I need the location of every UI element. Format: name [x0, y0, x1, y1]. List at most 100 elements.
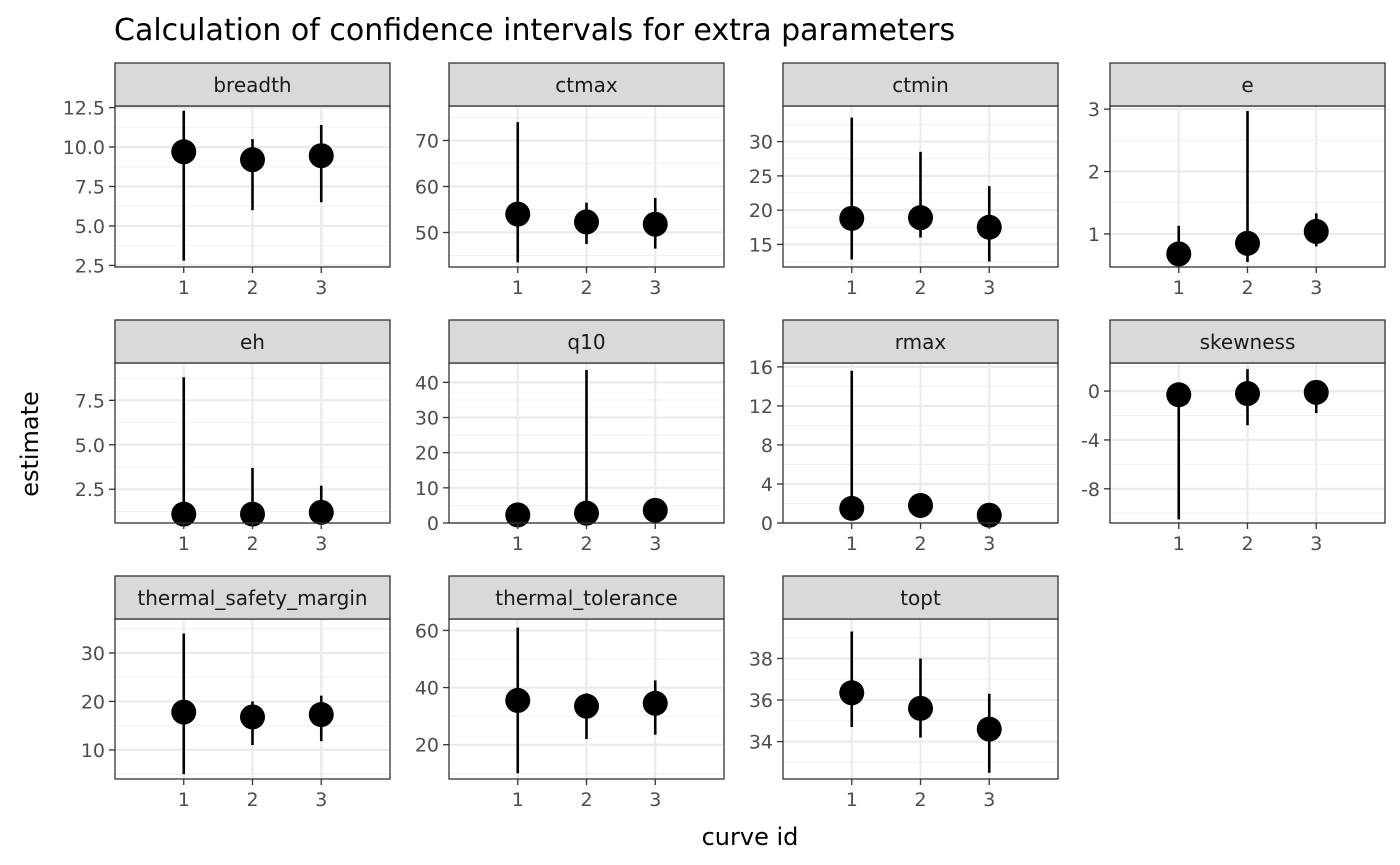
estimate-point — [171, 699, 197, 725]
facet-strip — [448, 319, 725, 364]
y-tick-label: 15 — [749, 234, 773, 256]
x-tick-label: 3 — [983, 789, 995, 811]
facet-panel-skewness: skewness -8 -4 0 1 2 3 — [1081, 319, 1386, 555]
facet-strip-label: breadth — [213, 73, 291, 97]
facet-strip — [448, 62, 725, 107]
y-tick-label: 30 — [415, 408, 439, 430]
y-tick-label: 12.5 — [63, 98, 105, 120]
x-tick-label: 2 — [914, 533, 926, 555]
estimate-point — [240, 704, 265, 730]
x-tick-label: 3 — [649, 533, 661, 555]
y-tick-label: 12 — [749, 396, 773, 418]
facet-panel-eh: eh 2.5 5.0 7.5 1 2 3 — [75, 319, 391, 555]
y-axis-title: estimate — [16, 391, 44, 497]
chart-title: Calculation of confidence intervals for … — [114, 13, 955, 48]
estimate-point — [505, 687, 531, 713]
estimate-point — [240, 501, 265, 527]
y-tick-label: 20 — [749, 200, 773, 222]
facet-strip — [114, 319, 391, 364]
y-tick-label: 7.5 — [75, 177, 105, 199]
estimate-point — [839, 680, 865, 706]
y-tick-label: 1 — [1088, 224, 1100, 246]
facet-strip-label: ctmax — [555, 73, 618, 97]
estimate-point — [839, 495, 865, 521]
y-tick-label: 30 — [81, 643, 105, 665]
facet-strip-label: q10 — [567, 330, 605, 354]
estimate-point — [1303, 379, 1329, 405]
facet-strip — [782, 62, 1059, 107]
estimate-point — [1166, 241, 1192, 267]
y-tick-label: 25 — [749, 166, 773, 188]
facet-panel-q10: q10 0 10 20 30 40 1 2 3 — [415, 319, 725, 555]
estimate-point — [574, 209, 599, 235]
x-tick-label: 3 — [315, 789, 327, 811]
x-axis-title: curve id — [702, 823, 799, 851]
x-tick-label: 3 — [315, 533, 327, 555]
y-tick-label: 10.0 — [63, 137, 105, 159]
y-tick-label: 8 — [761, 435, 773, 457]
y-tick-label: 10 — [81, 740, 105, 762]
x-tick-label: 1 — [1173, 533, 1185, 555]
x-tick-label: 3 — [983, 277, 995, 299]
facet-panel-e: e 1 2 3 1 2 3 — [1088, 62, 1386, 299]
x-tick-label: 2 — [246, 789, 258, 811]
x-tick-label: 2 — [580, 789, 592, 811]
x-tick-label: 3 — [649, 789, 661, 811]
facet-strip-label: skewness — [1200, 330, 1296, 354]
x-tick-label: 1 — [512, 277, 524, 299]
x-tick-label: 1 — [178, 277, 190, 299]
estimate-point — [171, 501, 197, 527]
y-tick-label: 36 — [749, 690, 773, 712]
facet-strip — [114, 575, 391, 620]
y-tick-label: -4 — [1081, 430, 1100, 452]
facet-strip — [782, 575, 1059, 620]
estimate-point — [642, 690, 668, 716]
x-tick-label: 1 — [178, 789, 190, 811]
estimate-point — [1166, 382, 1192, 408]
facet-strip-label: thermal_safety_margin — [137, 586, 367, 610]
x-tick-label: 2 — [914, 789, 926, 811]
x-tick-label: 1 — [512, 789, 524, 811]
y-tick-label: 5.0 — [75, 216, 105, 238]
estimate-point — [642, 497, 668, 523]
y-tick-label: 20 — [415, 443, 439, 465]
y-tick-label: 20 — [81, 691, 105, 713]
x-tick-label: 2 — [914, 277, 926, 299]
estimate-point — [505, 201, 531, 227]
facet-strip — [782, 319, 1059, 364]
estimate-point — [1303, 218, 1329, 244]
facet-panel-ctmax: ctmax 50 60 70 1 2 3 — [415, 62, 725, 299]
x-tick-label: 2 — [1241, 277, 1253, 299]
x-tick-label: 2 — [580, 277, 592, 299]
facet-strip — [1109, 62, 1386, 107]
estimate-point — [908, 492, 933, 518]
y-tick-label: 38 — [749, 648, 773, 670]
estimate-point — [976, 214, 1002, 240]
x-tick-label: 1 — [846, 277, 858, 299]
y-tick-label: 16 — [749, 357, 773, 379]
estimate-point — [976, 716, 1002, 742]
y-tick-label: 30 — [749, 132, 773, 154]
x-tick-label: 1 — [178, 533, 190, 555]
estimate-point — [976, 502, 1002, 528]
estimate-point — [240, 147, 265, 173]
y-tick-label: 20 — [415, 735, 439, 757]
facet-strip-label: e — [1241, 73, 1253, 97]
y-tick-label: 10 — [415, 478, 439, 500]
facet-strip-label: ctmin — [892, 73, 949, 97]
estimate-point — [1235, 230, 1260, 256]
y-tick-label: 60 — [415, 177, 439, 199]
x-tick-label: 3 — [649, 277, 661, 299]
x-tick-label: 1 — [1173, 277, 1185, 299]
y-tick-label: 70 — [415, 131, 439, 153]
estimate-point — [308, 143, 334, 169]
y-tick-label: 2.5 — [75, 255, 105, 277]
x-tick-label: 3 — [315, 277, 327, 299]
x-tick-label: 2 — [1241, 533, 1253, 555]
facet-strip — [114, 62, 391, 107]
y-tick-label: 0 — [761, 513, 773, 535]
x-tick-label: 1 — [512, 533, 524, 555]
y-tick-label: 5.0 — [75, 435, 105, 457]
y-tick-label: -8 — [1081, 479, 1100, 501]
